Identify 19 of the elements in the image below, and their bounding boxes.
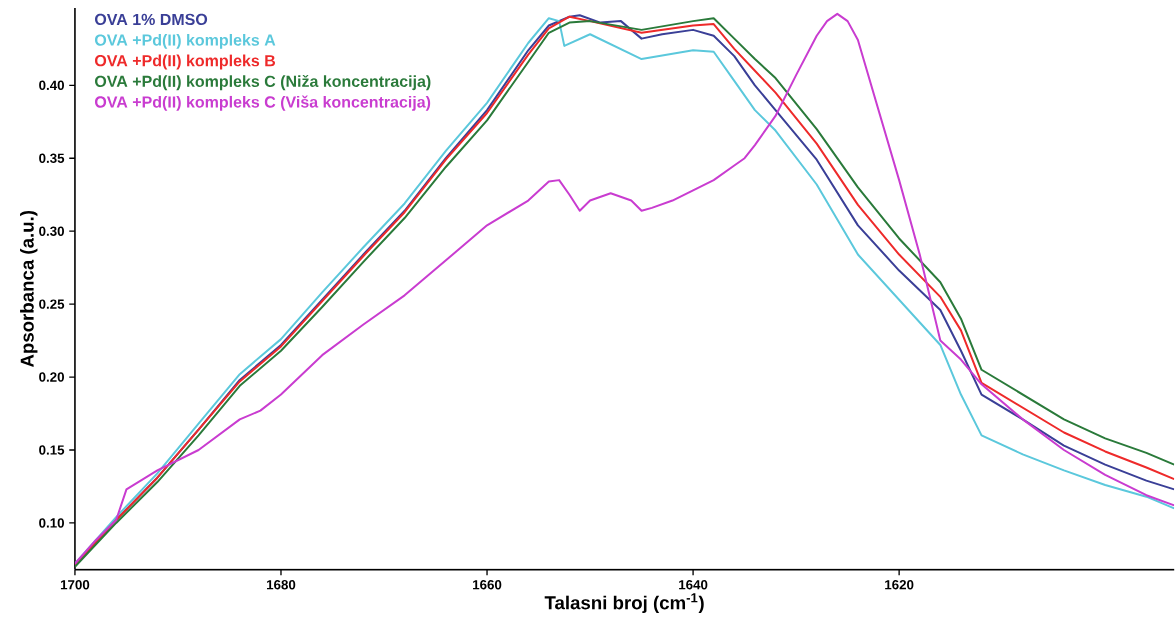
text: OVA +Pd(II) kompleks A bbox=[95, 34, 276, 50]
x-tick-label: 1660 bbox=[473, 580, 502, 590]
y-tick-label: 0.30 bbox=[39, 226, 65, 237]
y-tick-label: 0.15 bbox=[39, 445, 65, 455]
y-tick-label: 0.25 bbox=[39, 299, 65, 310]
x-axis-title: Talasni broj (cm$^{-1}$) bbox=[544, 593, 704, 614]
y-tick-label: 0.40 bbox=[39, 80, 65, 91]
y-tick-label: 0.10 bbox=[39, 518, 65, 528]
y-axis-title: Apsorbanca (a.u.) bbox=[20, 211, 38, 368]
text: OVA 1% DMSO bbox=[95, 13, 208, 26]
text: OVA +Pd(II) kompleks B bbox=[95, 54, 276, 70]
x-tick-label: 1640 bbox=[679, 580, 708, 590]
x-tick-label: 1680 bbox=[267, 580, 296, 590]
text: OVA +Pd(II) kompleks C (Viša koncentracija) bbox=[95, 95, 431, 112]
text: OVA +Pd(II) kompleks C (Niža koncentracija) bbox=[95, 75, 431, 91]
y-tick-label: 0.20 bbox=[39, 372, 65, 382]
y-tick-label: 0.35 bbox=[39, 153, 65, 164]
x-tick-label: 1700 bbox=[60, 580, 90, 590]
x-tick-label: 1620 bbox=[885, 580, 914, 590]
